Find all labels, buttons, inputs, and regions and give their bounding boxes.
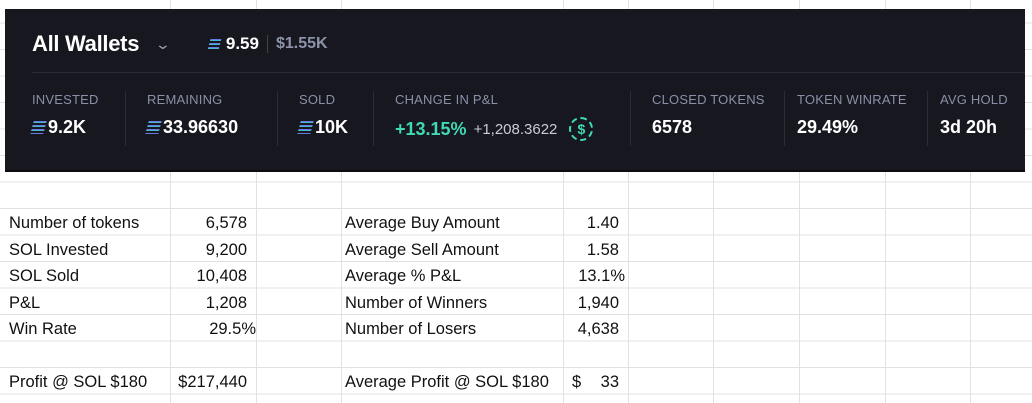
sheet-label: Number of Losers (345, 320, 477, 338)
chevron-down-icon[interactable]: ⌄ (154, 35, 172, 52)
stat-avg-hold: AVG HOLD 3d 20h (940, 92, 1008, 137)
sheet-value: 10,408 (196, 267, 247, 285)
wallet-selector-title[interactable]: All Wallets (32, 31, 140, 56)
stat-sold: SOLD 10K (297, 92, 349, 137)
stat-remaining: REMAINING 33.96630 (145, 92, 239, 137)
sheet-label: Average % P&L (345, 267, 462, 285)
wallet-summary-panel: All Wallets ⌄ 9.59 $1.55K INVESTED 9.2K RE… (5, 9, 1025, 172)
sheet-value: 9,200 (205, 240, 247, 259)
balance: 9.59 $1.55K (207, 34, 328, 54)
sol-balance: 9.59 (225, 34, 259, 53)
sheet-label: SOL Invested (9, 240, 109, 259)
sheet-value: 6,578 (205, 214, 247, 232)
sheet-label: SOL Sold (9, 267, 80, 285)
sheet-value: 4,638 (577, 320, 619, 338)
usd-balance: $1.55K (275, 35, 328, 52)
profit-label: Profit @ SOL $180 (9, 373, 148, 391)
stat-token-winrate: TOKEN WINRATE 29.49% (797, 92, 907, 137)
avg-profit-value: 33 (600, 373, 619, 391)
sheet-label: P&L (9, 293, 41, 312)
sheet-value: 29.5% (209, 320, 256, 338)
sheet-label: Average Buy Amount (345, 214, 500, 232)
sheet-label: Average Sell Amount (345, 240, 499, 259)
sheet-value: 1,940 (577, 293, 619, 312)
sheet-label: Win Rate (9, 320, 77, 338)
solana-icon (30, 121, 47, 134)
stat-closed-tokens: CLOSED TOKENS 6578 (652, 92, 765, 137)
stat-invested: INVESTED 9.2K (30, 92, 99, 137)
sheet-label: Number of Winners (345, 293, 488, 312)
sheet-value: 1,208 (205, 293, 247, 312)
sheet-value: 1.40 (586, 214, 619, 232)
avg-profit-label: Average Profit @ SOL $180 (345, 373, 549, 391)
sheet-value: 13.1% (578, 267, 625, 285)
solana-icon (145, 121, 162, 134)
sheet-label: Number of tokens (9, 214, 140, 232)
solana-icon (297, 121, 314, 134)
stat-change-pl: CHANGE IN P&L +13.15% +1,208.3622 $ (395, 92, 594, 141)
solana-icon (207, 38, 222, 50)
dollar-toggle-icon[interactable]: $ (569, 117, 594, 141)
sheet-value: 1.58 (586, 240, 619, 259)
profit-value: $217,440 (178, 373, 247, 391)
avg-profit-currency: $ (572, 373, 582, 391)
